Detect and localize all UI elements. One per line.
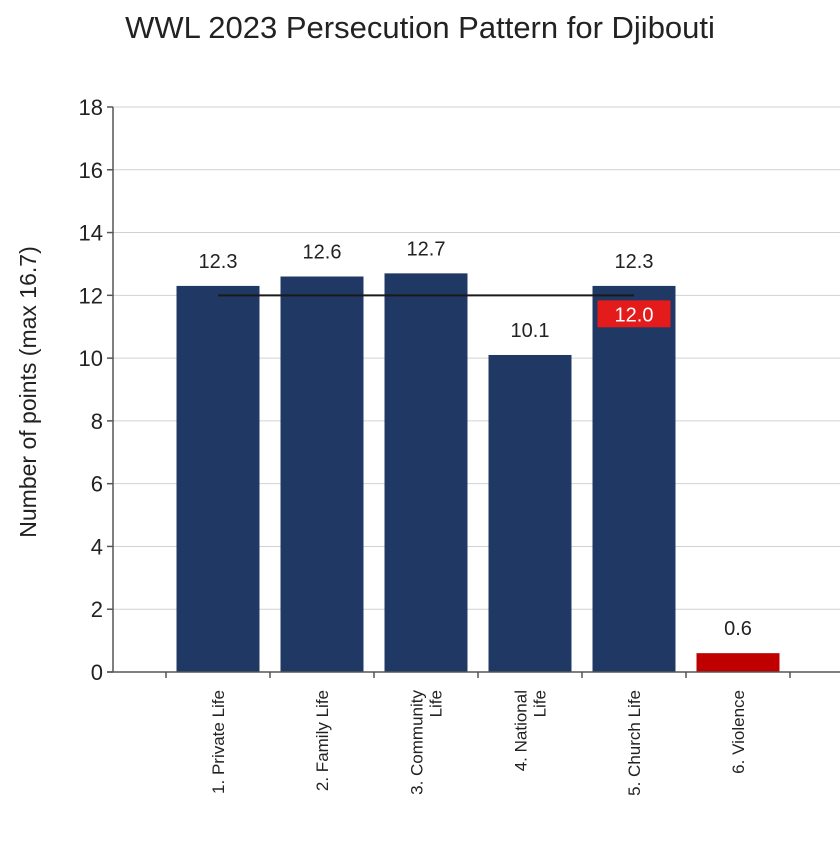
y-tick-label: 14: [79, 221, 103, 246]
x-tick-label-line: 6. Violence: [729, 690, 748, 774]
average-marker: 12.0: [218, 294, 671, 328]
bar: [592, 285, 676, 672]
x-tick-label: 3. CommunityLife: [408, 690, 446, 795]
y-axis: 0 2 4 6 8 10 12 14 16 18: [79, 95, 114, 685]
x-tick-label: 4. NationalLife: [512, 690, 550, 771]
bar: [696, 653, 780, 672]
y-tick-label: 0: [91, 660, 103, 685]
bar-value-label: 0.6: [724, 618, 752, 640]
average-label: 12.0: [615, 304, 654, 326]
x-tick-label-line: 3. Community: [408, 690, 427, 795]
x-tick-label: 5. Church Life: [625, 690, 644, 796]
x-tick-label: 6. Violence: [729, 690, 748, 774]
y-tick-label: 10: [79, 346, 103, 371]
x-tick-label-line: 2. Family Life: [313, 690, 332, 791]
x-tick-label-line: 4. National: [512, 690, 531, 771]
bar: [280, 276, 364, 672]
bar: [488, 354, 572, 672]
y-axis-label: Number of points (max 16.7): [15, 246, 41, 537]
bar-value-label: 12.3: [615, 251, 654, 273]
bar-value-label: 12.3: [199, 251, 238, 273]
x-tick-label-line: 1. Private Life: [209, 690, 228, 794]
x-tick-label-line: 5. Church Life: [625, 690, 644, 796]
x-axis: 1. Private Life 2. Family Life 3. Communit…: [107, 671, 840, 796]
y-tick-label: 4: [91, 534, 103, 559]
bars: 12.3 12.6 12.7 10.1 12.3 0.6: [176, 238, 780, 672]
x-tick-label-line: Life: [531, 690, 550, 717]
x-tick-label: 2. Family Life: [313, 690, 332, 791]
x-tick-label-line: Life: [427, 690, 446, 717]
bar-value-label: 12.7: [407, 238, 446, 260]
y-tick-label: 6: [91, 472, 103, 497]
bar-value-label: 10.1: [511, 320, 550, 342]
x-tick-label: 1. Private Life: [209, 690, 228, 794]
bar: [384, 273, 468, 672]
y-tick-label: 16: [79, 158, 103, 183]
chart-title: WWL 2023 Persecution Pattern for Djibout…: [125, 10, 715, 45]
y-tick-label: 2: [91, 597, 103, 622]
average-label-box: [597, 300, 671, 328]
y-tick-label: 18: [79, 95, 103, 120]
bar: [176, 285, 260, 672]
y-tick-label: 12: [79, 283, 103, 308]
bar-value-label: 12.6: [303, 242, 342, 264]
y-tick-label: 8: [91, 409, 103, 434]
